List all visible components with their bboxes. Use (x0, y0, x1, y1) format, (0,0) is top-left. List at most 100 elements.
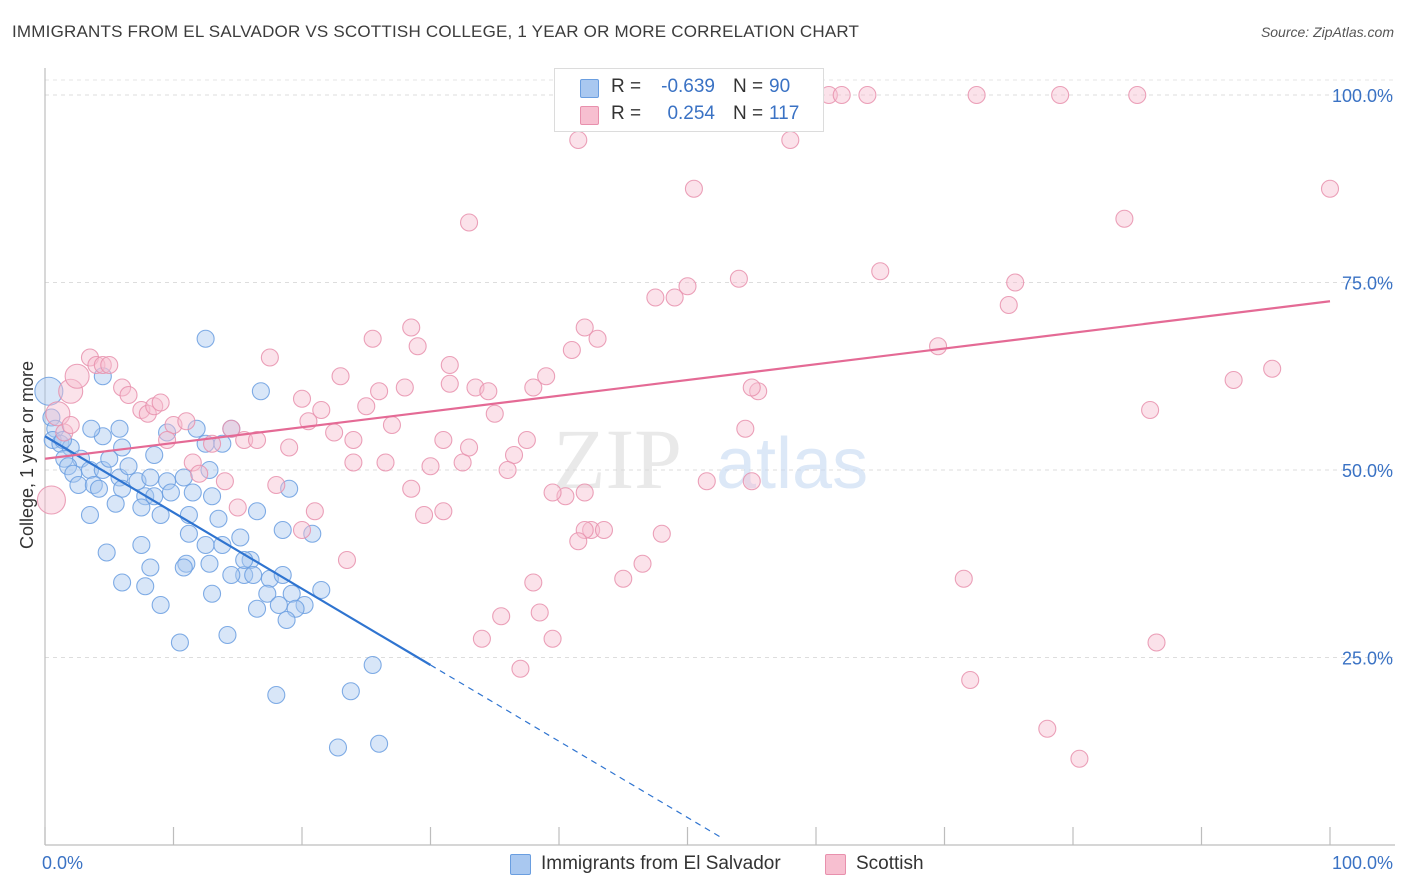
scottish-point (524, 378, 543, 397)
scottish-point (1224, 370, 1243, 390)
scottish-point (415, 505, 434, 525)
scottish-point (440, 355, 459, 375)
scottish-point (363, 329, 382, 348)
el-salvador-point (82, 419, 101, 438)
el-salvador-point (267, 685, 286, 705)
el-salvador-point (174, 468, 193, 487)
scottish-point (524, 573, 543, 592)
scottish-point (434, 430, 453, 450)
x-tick-label: 0.0% (42, 853, 83, 873)
scottish-point (402, 318, 421, 337)
legend-swatch-el-salvador (510, 854, 531, 875)
el-salvador-point (183, 483, 202, 502)
scottish-point (633, 554, 652, 573)
el-salvador-point (151, 595, 170, 615)
scottish-point (729, 269, 748, 288)
el-salvador-point (363, 655, 382, 675)
scottish-point (151, 393, 170, 412)
el-salvador-point (213, 434, 232, 453)
scottish-point (736, 419, 755, 438)
scottish-point (292, 389, 312, 408)
el-salvador-point (80, 505, 100, 525)
scottish-point (312, 400, 331, 420)
scottish-point (929, 337, 948, 356)
r-value: -0.639 (661, 76, 715, 97)
scottish-point (280, 438, 299, 457)
el-salvador-point (132, 498, 151, 517)
legend-row-scottish: R = 0.254 N = 117 (555, 100, 823, 128)
scottish-point (492, 607, 511, 626)
el-salvador-point (209, 509, 228, 528)
scottish-point (36, 485, 66, 515)
scottish-point (575, 483, 594, 502)
series-scottish-points (36, 85, 1340, 768)
el-salvador-point (251, 382, 270, 401)
scottish-point (1147, 633, 1166, 652)
scottish-point (100, 355, 119, 375)
legend-series: Immigrants from El Salvador Scottish (0, 852, 1406, 878)
scottish-point (517, 430, 536, 450)
el-salvador-point (273, 520, 292, 540)
tick-labels: 25.0% 50.0% 75.0% 100.0% 0.0% 100.0% (42, 86, 1393, 873)
el-salvador-point (295, 595, 314, 615)
y-axis-label: College, 1 year or more (17, 361, 37, 549)
el-salvador-point (247, 599, 267, 618)
scottish-point (479, 382, 498, 401)
scottish-point (395, 378, 414, 397)
scottish-point (569, 130, 588, 150)
el-salvador-point (187, 419, 206, 438)
scottish-point (305, 502, 324, 521)
scottish-point (511, 659, 530, 678)
scottish-point (543, 629, 562, 648)
scottish-point (158, 430, 177, 450)
scottish-point (292, 520, 312, 540)
scottish-point (582, 520, 601, 540)
trend-lines (44, 300, 1331, 838)
scottish-point (562, 340, 581, 360)
el-salvador-point (179, 524, 198, 543)
legend-stats: R = -0.639 N = 90 R = 0.254 N = 117 (554, 68, 824, 132)
scottish-point (530, 603, 549, 622)
scottish-point (1051, 85, 1070, 105)
scottish-point (832, 85, 851, 105)
scottish-point (1115, 209, 1134, 228)
scottish-point (967, 85, 986, 105)
el-salvador-point (312, 580, 331, 600)
scottish-point (504, 445, 524, 465)
el-salvador-point (341, 682, 360, 701)
scottish-point (684, 179, 703, 198)
scottish-point (408, 337, 427, 356)
legend-swatch-scottish (825, 854, 846, 875)
scottish-point (871, 262, 890, 281)
scottish-point (537, 367, 556, 386)
scottish-point (376, 453, 395, 472)
scottish-point (1263, 359, 1282, 378)
scottish-point (177, 412, 196, 431)
scottish-point (138, 404, 157, 423)
trend-line-el-salvador-extension (430, 664, 720, 838)
scottish-point (459, 438, 479, 457)
y-tick-label: 75.0% (1342, 274, 1393, 294)
el-salvador-point (247, 502, 267, 521)
scottish-point (459, 213, 479, 232)
scottish-point (421, 457, 440, 476)
scottish-point (55, 423, 74, 442)
scottish-point (485, 404, 504, 423)
scottish-point (382, 415, 402, 435)
el-salvador-point (42, 408, 61, 427)
scottish-point (267, 475, 286, 495)
n-value: 90 (769, 76, 791, 97)
scottish-point (742, 472, 761, 491)
el-salvador-point (200, 554, 219, 573)
el-salvador-point (196, 535, 215, 555)
scottish-point (453, 453, 472, 472)
scottish-point (325, 423, 344, 442)
y-tick-label: 50.0% (1342, 461, 1393, 481)
el-salvador-point (258, 584, 277, 603)
scottish-point (402, 479, 421, 498)
scottish-point (999, 295, 1018, 315)
axes (44, 68, 1395, 846)
scottish-point (575, 520, 594, 540)
scottish-point (1038, 719, 1057, 738)
source-label: Source: ZipAtlas.com (1260, 24, 1394, 40)
